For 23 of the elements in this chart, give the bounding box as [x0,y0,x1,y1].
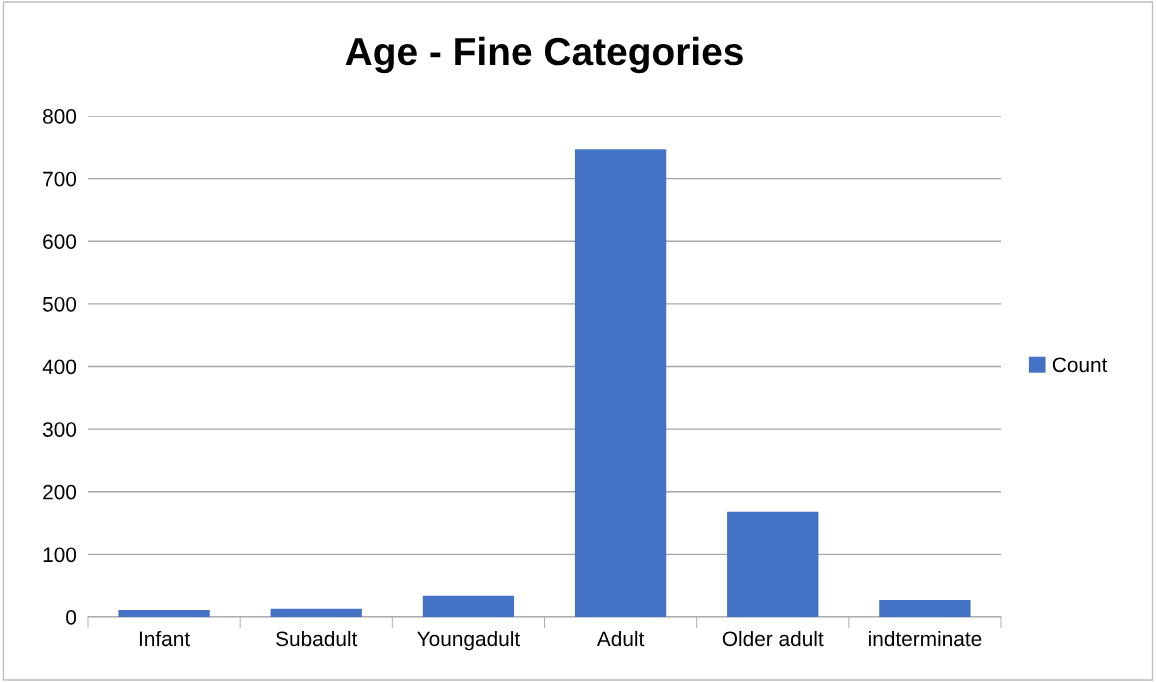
chart-title: Age - Fine Categories [345,36,743,74]
y-tick-label: 400 [42,359,77,375]
y-tick-label: 600 [43,234,77,249]
bar [422,595,515,617]
x-tick-label: Youngadult [417,630,521,651]
bar [574,149,667,617]
bar [270,608,362,617]
x-tick-label: Subadult [276,630,358,647]
legend-label: Count [1052,357,1108,373]
y-tick-label: 200 [43,484,77,500]
x-tick-label: Adult [596,630,645,647]
y-tick-label: 300 [42,422,77,437]
y-tick-label: 800 [43,109,77,124]
x-tick-label: indterminate [868,630,982,647]
bar [118,610,210,617]
y-tick-label: 500 [42,296,77,312]
x-tick-label: Older adult [722,630,824,647]
y-tick-label: 700 [43,171,77,187]
y-tick-label: 0 [66,610,77,625]
bar [727,511,819,617]
x-tick-label: Infant [139,630,190,647]
bar [879,600,971,617]
y-tick-label: 100 [43,547,77,563]
